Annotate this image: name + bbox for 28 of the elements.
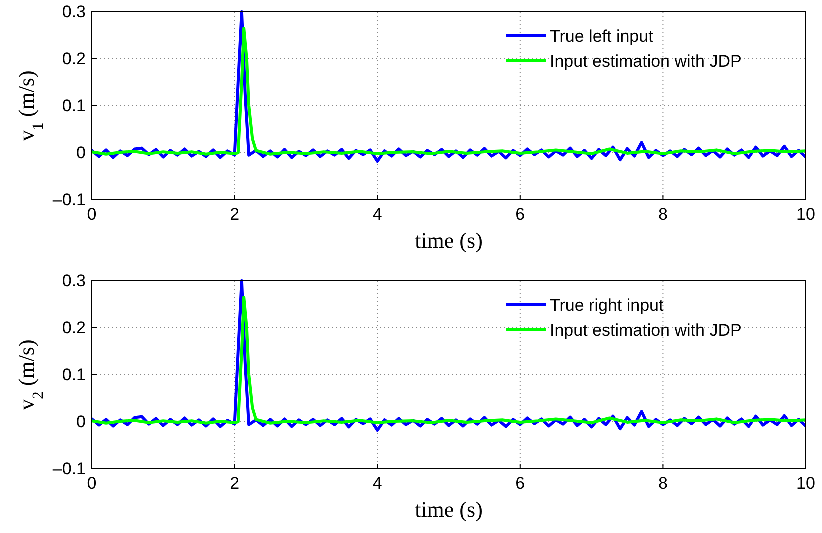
legend-label: Input estimation with JDP <box>550 52 742 71</box>
y-tick-label: 0 <box>76 143 86 162</box>
x-tick-label: 4 <box>372 474 382 494</box>
x-tick-label: 8 <box>658 205 668 224</box>
x-tick-label: 4 <box>372 205 382 224</box>
y-tick-label: 0.3 <box>62 2 86 22</box>
x-tick-label: 2 <box>230 474 240 494</box>
legend-label: True left input <box>550 27 654 46</box>
line-series <box>92 296 806 425</box>
legend-label: Input estimation with JDP <box>550 321 742 340</box>
y-tick-label: 0.2 <box>62 49 86 68</box>
x-axis-title: time (s) <box>415 497 483 522</box>
y-tick-label: 0.1 <box>62 96 86 116</box>
x-tick-label: 6 <box>516 205 526 224</box>
y-tick-label: 0.3 <box>62 271 86 290</box>
y-tick-label: 0.2 <box>62 318 86 338</box>
x-tick-label: 6 <box>516 474 526 494</box>
line-series <box>92 26 806 156</box>
y-tick-label: 0 <box>76 412 86 432</box>
y-tick-label: –0.1 <box>52 190 86 210</box>
x-axis-title: time (s) <box>415 228 483 253</box>
x-tick-label: 10 <box>796 474 816 494</box>
y-tick-label: 0.1 <box>62 365 86 384</box>
y-tick-label: –0.1 <box>52 459 86 478</box>
x-tick-label: 8 <box>658 474 668 494</box>
x-tick-label: 2 <box>230 205 240 224</box>
legend-label: True right input <box>550 296 664 315</box>
x-tick-label: 10 <box>796 205 816 224</box>
